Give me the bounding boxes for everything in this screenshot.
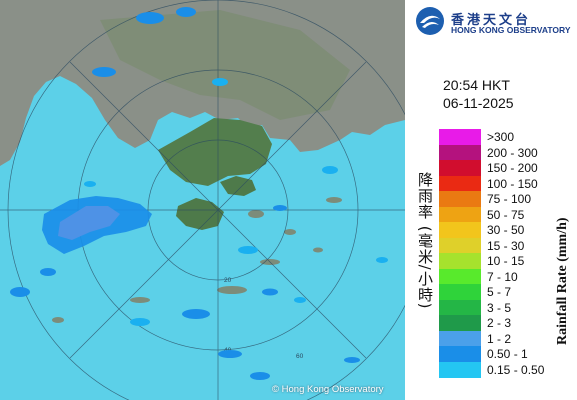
legend-swatch — [439, 268, 481, 285]
legend-item: 50 - 75 — [439, 206, 577, 223]
new-territories — [158, 118, 272, 186]
legend-label: 15 - 30 — [487, 238, 525, 253]
legend-label: 200 - 300 — [487, 145, 538, 160]
legend-label: 0.15 - 0.50 — [487, 362, 545, 377]
rain-echo-cell — [212, 78, 228, 86]
legend-item: 0.15 - 0.50 — [439, 361, 577, 378]
legend-swatch — [439, 129, 481, 145]
legend-swatch — [439, 299, 481, 316]
legend-label: 150 - 200 — [487, 161, 538, 175]
legend-item: 2 - 3 — [439, 315, 577, 331]
legend-label: 3 - 5 — [487, 300, 512, 315]
rain-echo-cell — [250, 372, 270, 380]
outlying-islands — [52, 197, 342, 323]
lantau-island — [176, 198, 224, 230]
legend-label: 30 - 50 — [487, 223, 525, 237]
legend-title-en: Rainfall Rate (mm/h) — [555, 217, 570, 345]
legend-swatch — [439, 284, 481, 300]
legend-label: 75 - 100 — [487, 192, 532, 206]
mainland-vegetation — [100, 10, 350, 120]
legend-label: 0.50 - 1 — [487, 347, 528, 361]
legend-swatch — [439, 315, 481, 331]
legend-swatch — [439, 175, 481, 192]
legend-item: 200 - 300 — [439, 144, 577, 161]
rain-echo-cell — [40, 268, 56, 276]
rain-echo-cell — [92, 67, 116, 77]
legend-item: 30 - 50 — [439, 222, 577, 238]
legend-label: >300 — [487, 130, 515, 144]
radar-range-rings — [0, 0, 405, 400]
radar-map-canvas: 20 40 60 — [0, 0, 405, 400]
observation-time: 20:54 HKT — [443, 77, 510, 93]
range-ring-label-20: 20 — [224, 277, 232, 284]
legend-label: 1 - 2 — [487, 331, 512, 346]
info-panel: 香港天文台 HONG KONG OBSERVATORY 20:54 HKT 06… — [405, 0, 577, 400]
rain-echo-cell — [218, 350, 242, 358]
rain-echo-cell — [344, 357, 360, 363]
legend-item: 150 - 200 — [439, 160, 577, 176]
range-ring-label-60: 60 — [296, 353, 304, 360]
rain-echo-cell — [322, 166, 338, 174]
legend-item: 75 - 100 — [439, 191, 577, 207]
legend-label: 7 - 10 — [487, 269, 518, 284]
observation-date: 06-11-2025 — [443, 95, 514, 111]
legend-label: 5 - 7 — [487, 285, 512, 299]
org-name-zh: 香港天文台 — [451, 13, 532, 28]
rain-echo-cell — [176, 7, 196, 17]
observatory-logo: 香港天文台 HONG KONG OBSERVATORY — [415, 6, 575, 36]
legend-item: 10 - 15 — [439, 253, 577, 269]
legend-swatch — [439, 361, 481, 378]
org-name-en: HONG KONG OBSERVATORY — [451, 25, 571, 35]
rain-echo-cell — [238, 246, 258, 254]
legend-item: 0.50 - 1 — [439, 346, 577, 362]
rain-echoes — [10, 7, 388, 380]
rain-echo-cell — [273, 205, 287, 211]
rain-echo-cell — [294, 297, 306, 303]
copyright-credit: © Hong Kong Observatory — [272, 384, 384, 395]
legend-item: 15 - 30 — [439, 237, 577, 254]
legend-item: 100 - 150 — [439, 175, 577, 192]
rainfall-legend: >300 200 - 300 150 - 200 100 - 150 75 - 100 5… — [439, 129, 577, 379]
rain-echo-west-core — [58, 206, 120, 240]
rain-echo-cell — [182, 309, 210, 319]
legend-swatch — [439, 191, 481, 207]
legend-item: 7 - 10 — [439, 268, 577, 285]
rain-echo-cell — [130, 318, 150, 326]
legend-swatch — [439, 237, 481, 254]
rain-echo-cell — [376, 257, 388, 263]
legend-label: 2 - 3 — [487, 316, 512, 330]
legend-label: 50 - 75 — [487, 207, 525, 222]
legend-item: 3 - 5 — [439, 299, 577, 316]
legend-swatch — [439, 346, 481, 362]
rain-echo-cell — [84, 181, 96, 187]
radar-map: 20 40 60 © Hong Kong Observator — [0, 0, 405, 400]
legend-swatch — [439, 160, 481, 176]
legend-item: 1 - 2 — [439, 330, 577, 347]
legend-title-zh: 降雨率 (毫米/小時) — [416, 172, 434, 310]
legend-label: 10 - 15 — [487, 254, 525, 268]
rain-echo-cell — [10, 287, 30, 297]
legend-item: 5 - 7 — [439, 284, 577, 300]
rain-echo-cell — [262, 288, 278, 296]
legend-swatch — [439, 144, 481, 161]
legend-swatch — [439, 253, 481, 269]
observatory-emblem-icon — [416, 7, 444, 35]
legend-label: 100 - 150 — [487, 176, 538, 191]
legend-swatch — [439, 222, 481, 238]
legend-swatch — [439, 206, 481, 223]
legend-item: >300 — [439, 129, 577, 145]
rain-echo-cell — [136, 12, 164, 24]
legend-swatch — [439, 330, 481, 347]
